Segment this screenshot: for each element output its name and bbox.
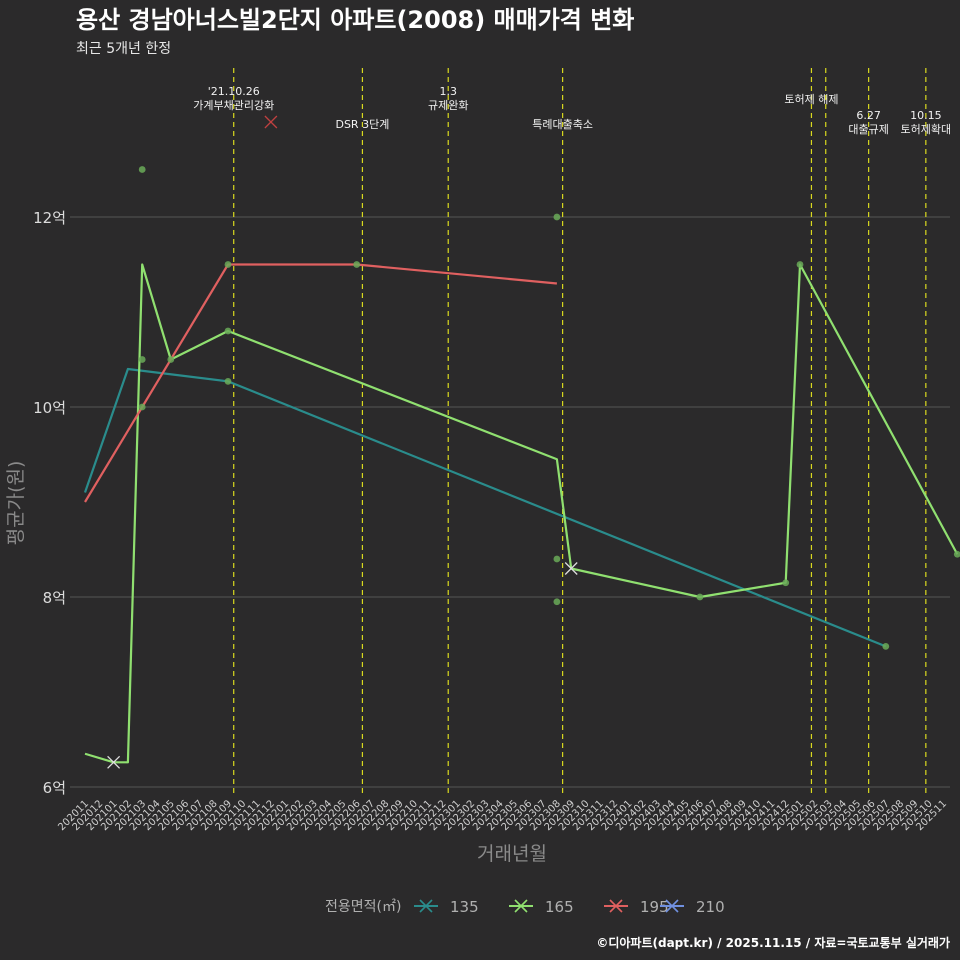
series-line-135 bbox=[83, 367, 887, 648]
data-point bbox=[224, 261, 232, 268]
legend-key-cross-195 bbox=[609, 899, 623, 913]
x-axis-title: 거래년월 bbox=[477, 843, 547, 865]
data-point bbox=[696, 593, 704, 601]
data-point bbox=[224, 327, 232, 335]
grid bbox=[70, 216, 950, 788]
event-label: 토허제확대 bbox=[901, 123, 952, 136]
data-point bbox=[553, 555, 561, 563]
y-tick-label: 6억 bbox=[43, 779, 66, 797]
series-lines bbox=[83, 115, 959, 769]
event-label: 규제완화 bbox=[428, 99, 468, 112]
data-point bbox=[782, 579, 790, 587]
legend-label-135: 135 bbox=[450, 898, 479, 916]
scatter-points bbox=[138, 166, 960, 650]
event-label: DSR 3단계 bbox=[335, 118, 389, 131]
event-label: 가계부채관리강화 bbox=[193, 99, 274, 112]
y-tick-label: 12억 bbox=[33, 209, 66, 227]
data-point bbox=[138, 356, 146, 363]
series-line-195 bbox=[84, 263, 558, 503]
y-tick-label: 10억 bbox=[33, 399, 66, 417]
chart-subtitle: 최근 5개년 한정 bbox=[76, 41, 171, 57]
data-point bbox=[167, 356, 175, 363]
data-point bbox=[796, 261, 804, 268]
y-tick-labels: 6억 8억 10억 12억 bbox=[33, 209, 66, 797]
event-label: 대출규제 bbox=[848, 123, 888, 136]
event-label: 1.3 bbox=[439, 85, 457, 98]
cross-marker-165 bbox=[107, 755, 121, 769]
event-label: '21.10.26 bbox=[208, 85, 260, 98]
data-point bbox=[138, 403, 146, 411]
data-point bbox=[882, 643, 890, 650]
event-label: 10.15 bbox=[910, 109, 942, 122]
data-point bbox=[138, 166, 146, 173]
event-label: 6.27 bbox=[856, 109, 881, 122]
y-tick-label: 8억 bbox=[43, 589, 66, 607]
data-point bbox=[224, 377, 232, 385]
cross-marker-165 bbox=[564, 562, 578, 575]
legend-label-195: 195 bbox=[640, 898, 669, 916]
y-axis-title: 평균가(원) bbox=[5, 461, 27, 546]
data-point bbox=[353, 261, 361, 268]
data-point bbox=[553, 598, 561, 606]
data-point bbox=[953, 550, 960, 558]
chart-caption: ©디아파트(dapt.kr) / 2025.11.15 / 자료=국토교통부 실… bbox=[596, 935, 950, 950]
legend-key-cross-135 bbox=[419, 899, 433, 913]
legend-key-cross-210 bbox=[665, 899, 679, 913]
cross-marker-195 bbox=[264, 115, 278, 129]
event-label: 특례대출축소 bbox=[532, 118, 593, 131]
legend-label-165: 165 bbox=[545, 898, 574, 916]
legend: 전용면적(㎡) 135 165 195 210 bbox=[325, 898, 725, 916]
legend-title: 전용면적(㎡) bbox=[325, 899, 401, 915]
legend-label-210: 210 bbox=[696, 898, 725, 916]
event-label: 토허제 해제 bbox=[784, 92, 838, 106]
legend-key-cross-165 bbox=[514, 899, 528, 913]
chart-title: 용산 경남아너스빌2단지 아파트(2008) 매매가격 변화 bbox=[76, 6, 634, 34]
x-tick-labels: 2020112020122021012021022021032021042021… bbox=[56, 798, 949, 833]
data-point bbox=[553, 213, 561, 221]
series-line-165 bbox=[84, 263, 959, 764]
